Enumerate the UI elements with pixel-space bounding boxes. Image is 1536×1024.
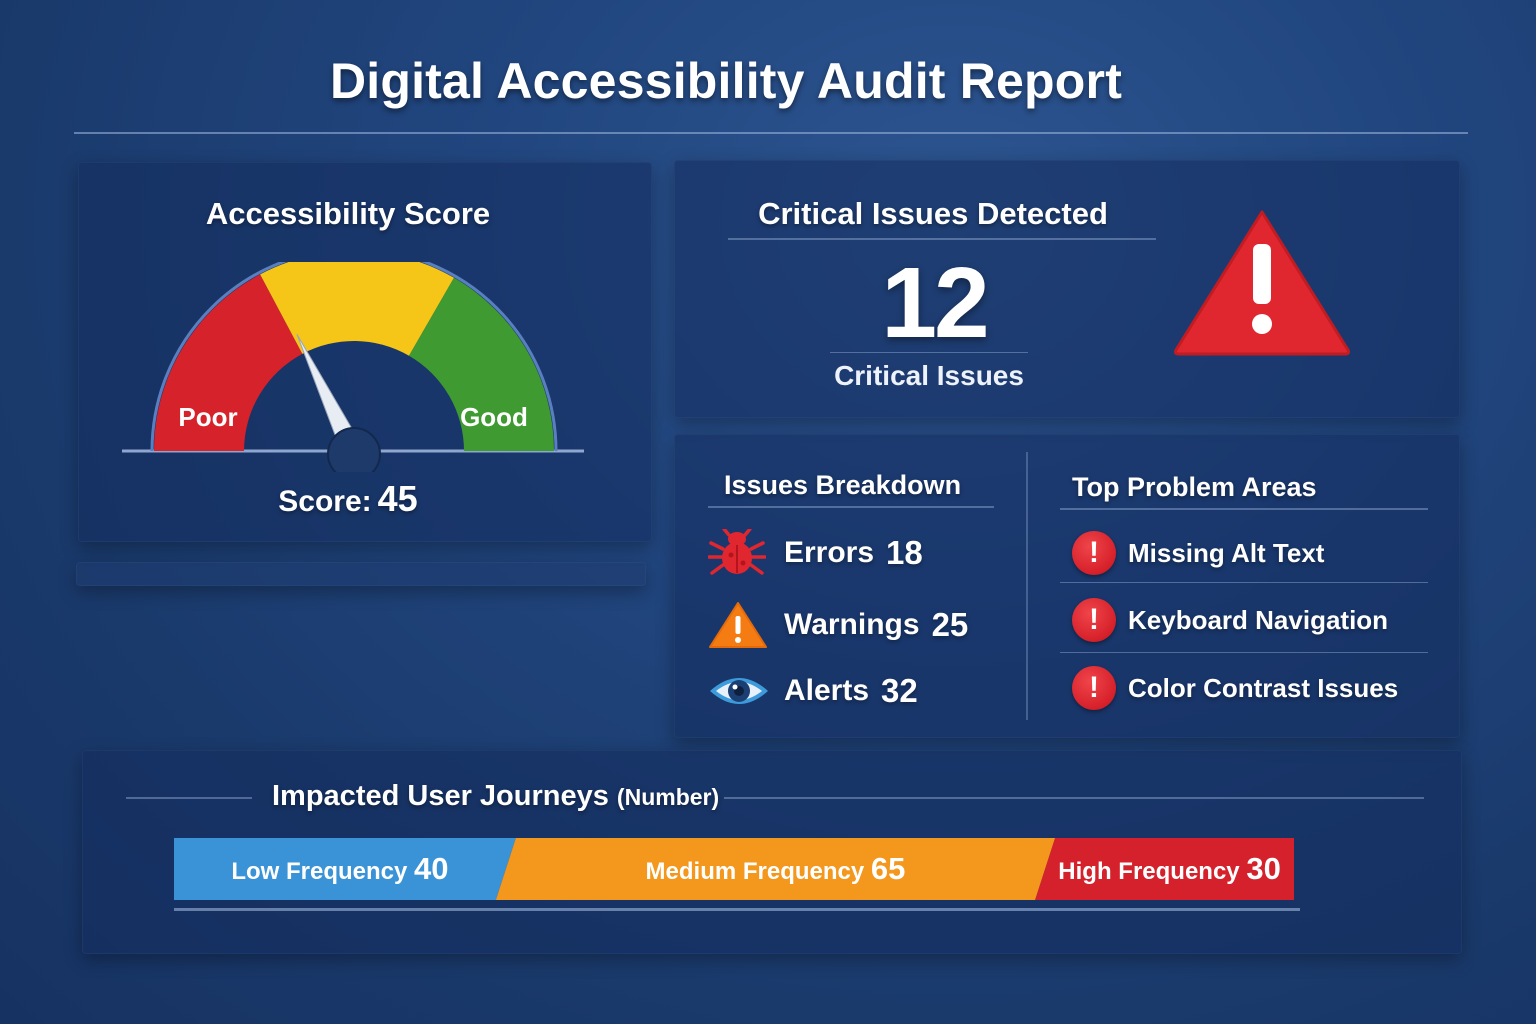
breakdown-row-alerts: Alerts 32	[708, 666, 918, 716]
critical-count-rule	[830, 352, 1028, 353]
breakdown-title: Issues Breakdown	[724, 470, 962, 500]
score-gauge: Poor Good	[122, 262, 584, 472]
critical-issues-panel: Critical Issues Detected 12 Critical Iss…	[674, 160, 1460, 418]
gauge-label-good: Good	[460, 402, 528, 432]
accessibility-score-panel: Accessibility Score Poor Good Score: 45	[78, 162, 652, 542]
frequency-segment-value: 65	[871, 851, 905, 886]
problem-area-item: ! Keyboard Navigation	[1072, 597, 1388, 643]
frequency-segment	[174, 838, 516, 900]
journeys-rule-left	[126, 797, 252, 799]
warnings-label: Warnings	[784, 608, 920, 641]
frequency-segment-name: Medium Frequency	[646, 858, 871, 885]
problem-area-item: ! Missing Alt Text	[1072, 530, 1324, 576]
frequency-segment-label: Low Frequency 40	[231, 851, 448, 886]
journeys-rule-right	[724, 797, 1424, 799]
problem-area-label: Color Contrast Issues	[1128, 672, 1399, 703]
warning-triangle-icon	[1173, 210, 1351, 356]
problem-area-item: ! Color Contrast Issues	[1072, 665, 1398, 711]
errors-count: 18	[886, 534, 923, 571]
breakdown-divider	[1026, 452, 1028, 720]
eye-icon	[708, 666, 770, 716]
journeys-title: Impacted User Journeys (Number)	[272, 780, 719, 813]
breakdown-row-errors: Errors 18	[708, 528, 923, 578]
frequency-segment-label: High Frequency 30	[1058, 851, 1281, 886]
page-title: Digital Accessibility Audit Report	[329, 53, 1123, 109]
journeys-title-text: Impacted User Journeys	[272, 780, 609, 812]
issues-breakdown-panel: Issues Breakdown Errors 18	[674, 434, 1460, 738]
bug-icon	[708, 528, 770, 578]
journeys-subtitle: (Number)	[616, 784, 720, 810]
gauge-hub	[327, 427, 381, 472]
frequency-segment	[1035, 838, 1294, 900]
score-panel-title: Accessibility Score	[205, 196, 491, 231]
problem-area-divider	[1060, 582, 1428, 583]
exclamation-icon: !	[1072, 666, 1116, 710]
breakdown-row-warnings: Warnings 25	[708, 600, 968, 650]
score-readout: Score: 45	[78, 478, 618, 520]
problem-area-divider	[1060, 652, 1428, 653]
title-divider	[74, 132, 1468, 134]
gauge-label-poor: Poor	[178, 402, 237, 432]
frequency-segment-value: 30	[1246, 851, 1280, 886]
errors-label: Errors	[784, 536, 875, 569]
problem-areas-title: Top Problem Areas	[1072, 472, 1317, 502]
journeys-bar-rule	[174, 908, 1300, 911]
critical-issue-count: 12	[881, 247, 989, 359]
gauge-outline	[150, 262, 558, 452]
gauge-segment-poor	[154, 274, 303, 451]
frequency-segment-name: High Frequency	[1058, 858, 1246, 885]
user-journeys-panel: Impacted User Journeys (Number) Low Freq…	[82, 750, 1462, 954]
frequency-segment-label: Medium Frequency 65	[646, 851, 906, 886]
breakdown-title-rule	[708, 506, 994, 508]
critical-issue-label: Critical Issues	[834, 360, 1024, 391]
warning-icon	[708, 600, 770, 650]
problem-area-label: Missing Alt Text	[1128, 537, 1325, 568]
exclamation-icon: !	[1072, 531, 1116, 575]
frequency-segment-value: 40	[414, 851, 448, 886]
empty-panel	[76, 562, 646, 586]
critical-panel-title: Critical Issues Detected	[758, 196, 1108, 231]
gauge-segment-good	[409, 277, 554, 451]
score-value: 45	[377, 478, 418, 519]
alerts-count: 32	[881, 672, 918, 709]
journeys-frequency-bar: Low Frequency 40 Medium Frequency 65 High …	[174, 838, 1294, 900]
exclamation-icon: !	[1072, 598, 1116, 642]
frequency-segment	[495, 838, 1056, 900]
warnings-count: 25	[931, 606, 969, 643]
problem-area-label: Keyboard Navigation	[1128, 604, 1389, 635]
alerts-label: Alerts	[784, 674, 870, 707]
problem-areas-title-rule	[1060, 508, 1428, 510]
frequency-segment-name: Low Frequency	[231, 858, 414, 885]
score-prefix: Score:	[278, 485, 372, 518]
gauge-segment-medium	[260, 262, 454, 356]
critical-title-rule	[728, 238, 1156, 240]
